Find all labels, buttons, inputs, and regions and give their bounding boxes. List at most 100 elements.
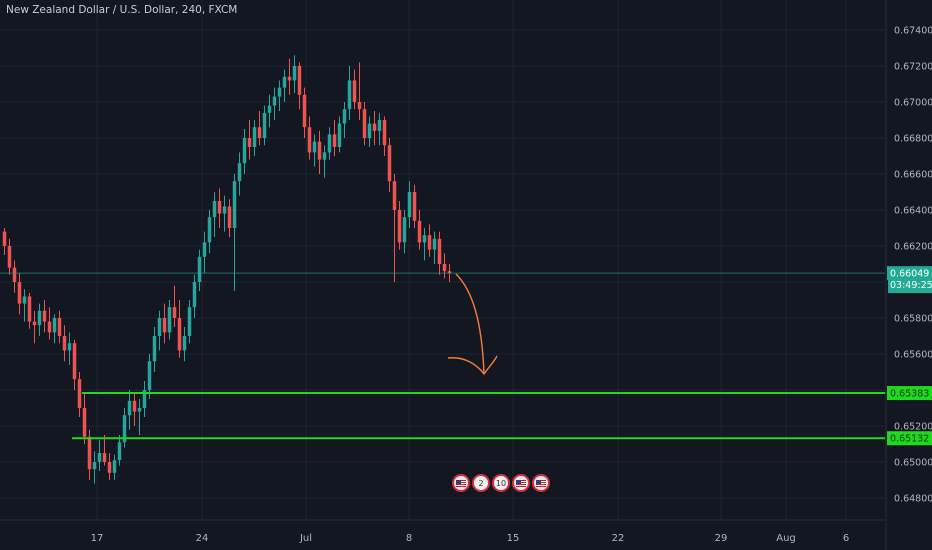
candle-body	[267, 105, 272, 113]
candle-body	[252, 127, 257, 147]
candle-body	[362, 109, 367, 138]
plot-area	[0, 0, 885, 520]
candle-body	[27, 296, 32, 322]
candle-body	[132, 400, 137, 412]
candle-body	[247, 138, 252, 147]
candle-body	[432, 238, 437, 250]
candle-body	[187, 307, 192, 336]
economic-events-row: 2 10	[452, 474, 550, 492]
candle-body	[212, 201, 217, 218]
event-count-badge[interactable]: 2	[472, 474, 490, 492]
projection-arrow	[455, 273, 485, 375]
candle-body	[112, 460, 117, 473]
candle-body	[147, 361, 152, 390]
candle-body	[397, 210, 402, 243]
candle-body	[417, 220, 422, 243]
price-tick-label: 0.67000	[894, 98, 932, 109]
time-tick-label: 22	[612, 533, 625, 544]
candle-body	[257, 127, 262, 138]
current-price-label: 0.66049	[890, 269, 929, 280]
candle-body	[157, 318, 162, 336]
price-tick-label: 0.66800	[894, 134, 932, 145]
price-tick-label: 0.66400	[894, 206, 932, 217]
event-count-label: 2	[478, 478, 484, 488]
candle-body	[197, 256, 202, 282]
candle-body	[262, 112, 267, 138]
candle-body	[232, 181, 237, 228]
candle-body	[357, 102, 362, 110]
time-tick-label: Aug	[776, 533, 796, 544]
candle-body	[77, 379, 82, 408]
candle-body	[297, 66, 302, 95]
flag-icon	[456, 479, 466, 487]
time-tick-label: 29	[715, 533, 728, 544]
candle-body	[392, 181, 397, 210]
support-level-tag	[887, 386, 932, 401]
projection-arrowhead	[447, 355, 498, 376]
price-tick-label: 0.65200	[894, 422, 932, 433]
candle-body	[137, 408, 142, 412]
candle-body	[317, 141, 322, 160]
candle-body	[382, 120, 387, 146]
event-count-label: 10	[495, 478, 507, 488]
candle-body	[2, 231, 7, 246]
candle-body	[107, 462, 112, 473]
candle-body	[442, 264, 447, 272]
candle-body	[307, 127, 312, 153]
price-tick-label: 0.65000	[894, 458, 932, 469]
candle-body	[82, 408, 87, 437]
candle-body	[32, 321, 37, 326]
flag-icon	[536, 479, 546, 487]
candle-body	[167, 307, 172, 333]
candle-body	[422, 235, 427, 243]
candle-body	[17, 282, 22, 304]
event-count-badge[interactable]: 10	[492, 474, 510, 492]
candle-body	[7, 246, 12, 268]
candle-body	[322, 152, 327, 160]
candle-body	[202, 242, 207, 257]
candle-body	[407, 192, 412, 218]
candle-body	[377, 120, 382, 131]
time-tick-label: Jul	[299, 533, 312, 544]
candle-body	[372, 123, 377, 131]
candle-body	[367, 123, 372, 138]
price-tick-label: 0.65800	[894, 314, 932, 325]
us-flag-icon[interactable]	[512, 474, 530, 492]
current-price-tag	[887, 266, 932, 281]
candle-body	[42, 310, 47, 322]
us-flag-icon[interactable]	[532, 474, 550, 492]
support-level-tag	[887, 431, 932, 446]
price-tick-label: 0.66600	[894, 170, 932, 181]
candle-body	[97, 453, 102, 462]
price-tick-label: 0.64800	[894, 494, 932, 505]
candle-body	[182, 336, 187, 351]
price-tick-label: 0.67200	[894, 62, 932, 73]
candle-body	[387, 145, 392, 182]
candle-body	[272, 96, 277, 106]
candle-body	[237, 163, 242, 182]
bar-countdown: 03:49:25	[888, 279, 932, 293]
candle-body	[127, 400, 132, 416]
candle-body	[142, 390, 147, 408]
candle-body	[122, 415, 127, 443]
candle-body	[62, 336, 67, 351]
candle-body	[302, 94, 307, 128]
candle-body	[277, 87, 282, 97]
candle-body	[447, 271, 452, 273]
candle-body	[227, 206, 232, 228]
candle-body	[22, 296, 27, 304]
us-flag-icon[interactable]	[452, 474, 470, 492]
candle-body	[337, 123, 342, 147]
candle-body	[222, 206, 227, 214]
candle-body	[347, 80, 352, 110]
time-tick-label: 24	[196, 533, 209, 544]
candle-body	[67, 343, 72, 351]
candle-body	[437, 238, 442, 264]
candle-body	[92, 462, 97, 470]
price-tick-label: 0.67400	[894, 26, 932, 37]
candle-body	[162, 318, 167, 333]
candle-body	[217, 201, 222, 214]
time-tick-label: 15	[507, 533, 520, 544]
